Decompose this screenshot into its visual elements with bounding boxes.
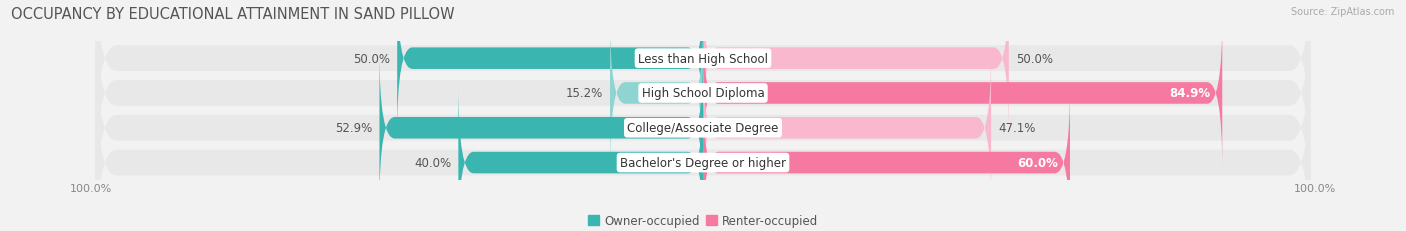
Text: College/Associate Degree: College/Associate Degree — [627, 122, 779, 135]
Text: 50.0%: 50.0% — [1017, 52, 1053, 65]
Text: 84.9%: 84.9% — [1168, 87, 1211, 100]
Text: Source: ZipAtlas.com: Source: ZipAtlas.com — [1291, 7, 1395, 17]
Text: High School Diploma: High School Diploma — [641, 87, 765, 100]
FancyBboxPatch shape — [96, 20, 1310, 231]
FancyBboxPatch shape — [703, 52, 991, 204]
Text: Bachelor's Degree or higher: Bachelor's Degree or higher — [620, 156, 786, 169]
FancyBboxPatch shape — [703, 0, 1010, 135]
Text: 52.9%: 52.9% — [335, 122, 373, 135]
FancyBboxPatch shape — [380, 52, 703, 204]
Text: 47.1%: 47.1% — [998, 122, 1036, 135]
Text: 50.0%: 50.0% — [353, 52, 389, 65]
FancyBboxPatch shape — [398, 0, 703, 135]
Text: 60.0%: 60.0% — [1017, 156, 1057, 169]
FancyBboxPatch shape — [458, 87, 703, 231]
FancyBboxPatch shape — [703, 18, 1222, 170]
Text: 40.0%: 40.0% — [413, 156, 451, 169]
FancyBboxPatch shape — [703, 87, 1070, 231]
Text: 15.2%: 15.2% — [565, 87, 603, 100]
Text: OCCUPANCY BY EDUCATIONAL ATTAINMENT IN SAND PILLOW: OCCUPANCY BY EDUCATIONAL ATTAINMENT IN S… — [11, 7, 456, 22]
FancyBboxPatch shape — [610, 18, 703, 170]
Legend: Owner-occupied, Renter-occupied: Owner-occupied, Renter-occupied — [588, 214, 818, 227]
FancyBboxPatch shape — [96, 55, 1310, 231]
FancyBboxPatch shape — [96, 0, 1310, 167]
Text: Less than High School: Less than High School — [638, 52, 768, 65]
FancyBboxPatch shape — [96, 0, 1310, 202]
